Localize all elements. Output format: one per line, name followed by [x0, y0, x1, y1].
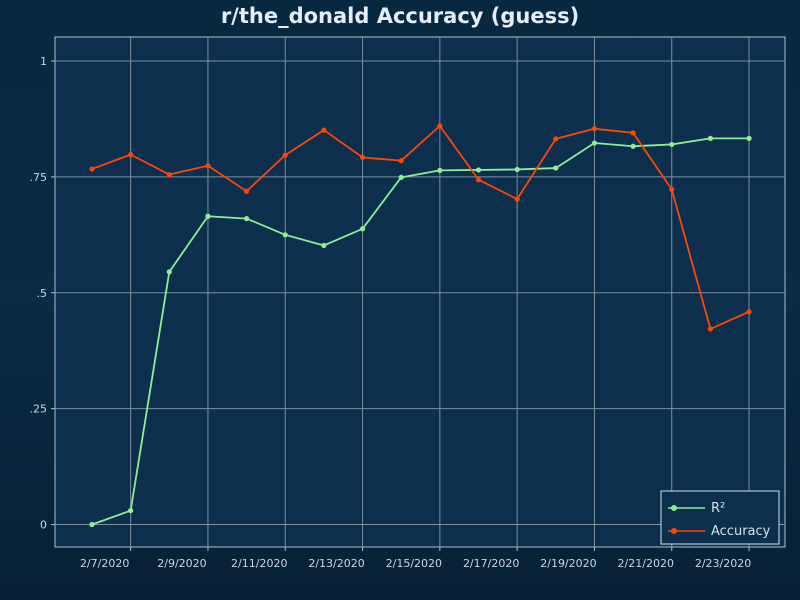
legend-label-r2: R² — [711, 501, 725, 516]
series-line-r2 — [91, 137, 750, 526]
data-point-r2 — [475, 167, 482, 173]
data-point-accuracy — [166, 171, 172, 178]
data-point-accuracy — [553, 136, 559, 142]
y-tick-label: .75 — [30, 171, 48, 184]
data-point-r2 — [437, 167, 443, 173]
data-point-accuracy — [128, 152, 134, 158]
data-point-r2 — [359, 226, 366, 232]
legend: R² Accuracy — [660, 490, 780, 545]
x-tick-label: 2/13/2020 — [308, 557, 364, 570]
data-point-accuracy — [630, 130, 636, 136]
data-point-r2 — [398, 174, 404, 180]
legend-box — [660, 490, 780, 545]
data-point-accuracy — [746, 309, 752, 315]
data-point-r2 — [514, 166, 520, 173]
data-point-accuracy — [475, 177, 482, 183]
data-point-r2 — [669, 141, 675, 148]
grid-lines — [55, 37, 785, 547]
y-axis-ticks: 0 .25 .5 .75 1 — [30, 55, 55, 532]
x-tick-label: 2/17/2020 — [463, 557, 519, 570]
data-point-accuracy — [89, 166, 95, 172]
x-tick-label: 2/7/2020 — [80, 557, 129, 570]
x-tick-label: 2/9/2020 — [157, 557, 206, 570]
x-tick-label: 2/21/2020 — [618, 557, 674, 570]
data-point-r2 — [707, 135, 714, 142]
data-point-accuracy — [398, 158, 404, 164]
data-point-accuracy — [591, 126, 598, 132]
data-point-r2 — [591, 140, 598, 146]
data-point-accuracy — [321, 127, 327, 133]
legend-marker-r2 — [671, 505, 677, 511]
plot-area — [54, 36, 786, 548]
x-tick-label: 2/23/2020 — [695, 557, 751, 570]
x-tick-label: 2/11/2020 — [231, 557, 287, 570]
x-tick-label: 2/15/2020 — [386, 557, 442, 570]
data-point-r2 — [553, 165, 559, 171]
series-line-accuracy — [91, 124, 750, 330]
data-point-r2 — [282, 232, 288, 238]
data-point-r2 — [244, 215, 250, 222]
y-tick-label: 0 — [40, 519, 47, 532]
data-point-r2 — [128, 507, 134, 514]
data-point-accuracy — [244, 188, 250, 194]
data-point-r2 — [746, 135, 752, 142]
legend-label-accuracy: Accuracy — [711, 524, 771, 539]
data-point-r2 — [630, 143, 636, 149]
data-point-accuracy — [359, 154, 366, 161]
y-tick-label: .5 — [37, 287, 48, 300]
y-tick-label: .25 — [30, 403, 48, 416]
chart-title: r/the_donald Accuracy (guess) — [220, 4, 580, 28]
data-point-accuracy — [205, 163, 211, 169]
series-layer — [89, 123, 752, 528]
data-point-r2 — [89, 521, 95, 528]
data-point-accuracy — [707, 326, 714, 332]
data-point-r2 — [205, 213, 211, 219]
x-axis-ticks: 2/7/2020 2/9/2020 2/11/2020 2/13/2020 2/15/2… — [80, 547, 751, 570]
y-tick-label: 1 — [40, 55, 47, 68]
data-point-r2 — [321, 242, 327, 249]
data-point-r2 — [166, 269, 172, 275]
data-point-accuracy — [437, 123, 443, 129]
legend-marker-accuracy — [671, 528, 677, 534]
x-tick-label: 2/19/2020 — [540, 557, 596, 570]
data-point-accuracy — [514, 196, 520, 202]
data-point-accuracy — [669, 186, 675, 192]
data-point-accuracy — [282, 152, 288, 158]
